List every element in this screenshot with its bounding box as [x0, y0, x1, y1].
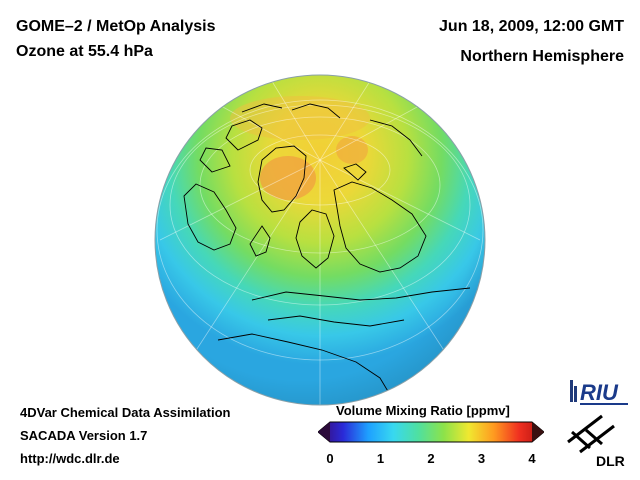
- footer-line-1: 4DVar Chemical Data Assimilation: [20, 405, 231, 420]
- colorbar-gradient-bar: [318, 421, 544, 443]
- datetime-label: Jun 18, 2009, 12:00 GMT: [439, 18, 624, 35]
- riu-logo-tower: [570, 380, 573, 402]
- colorbar-tick-label: 4: [528, 451, 536, 466]
- region-label: Northern Hemisphere: [460, 48, 624, 65]
- colorbar: [318, 421, 544, 443]
- colorbar-tick-label: 2: [427, 451, 435, 466]
- footer-url: http://wdc.dlr.de: [20, 451, 120, 466]
- globe-outline: [154, 74, 486, 406]
- greenland-coast: [257, 145, 307, 213]
- dlr-logo-emblem: [567, 414, 615, 454]
- colorbar-tick-label: 0: [326, 451, 334, 466]
- riu-logo: RIU: [570, 380, 628, 405]
- colorbar-tick-label: 3: [477, 451, 486, 466]
- title-line-2: Ozone at 55.4 hPa: [16, 43, 153, 60]
- colorbar-arrow-high: [532, 422, 544, 442]
- colorbar-arrow-low: [318, 422, 330, 442]
- coastlines: [183, 103, 471, 399]
- colorbar-title: Volume Mixing Ratio [ppmv]: [336, 403, 510, 418]
- colorbar-tick-label: 1: [376, 451, 385, 466]
- dlr-logo: DLR: [567, 414, 625, 469]
- footer-line-2: SACADA Version 1.7: [20, 428, 148, 443]
- dlr-logo-text: DLR: [596, 453, 625, 469]
- title-line-1: GOME–2 / MetOp Analysis: [16, 18, 216, 35]
- riu-logo-text: RIU: [580, 380, 619, 405]
- graticule: [156, 77, 484, 405]
